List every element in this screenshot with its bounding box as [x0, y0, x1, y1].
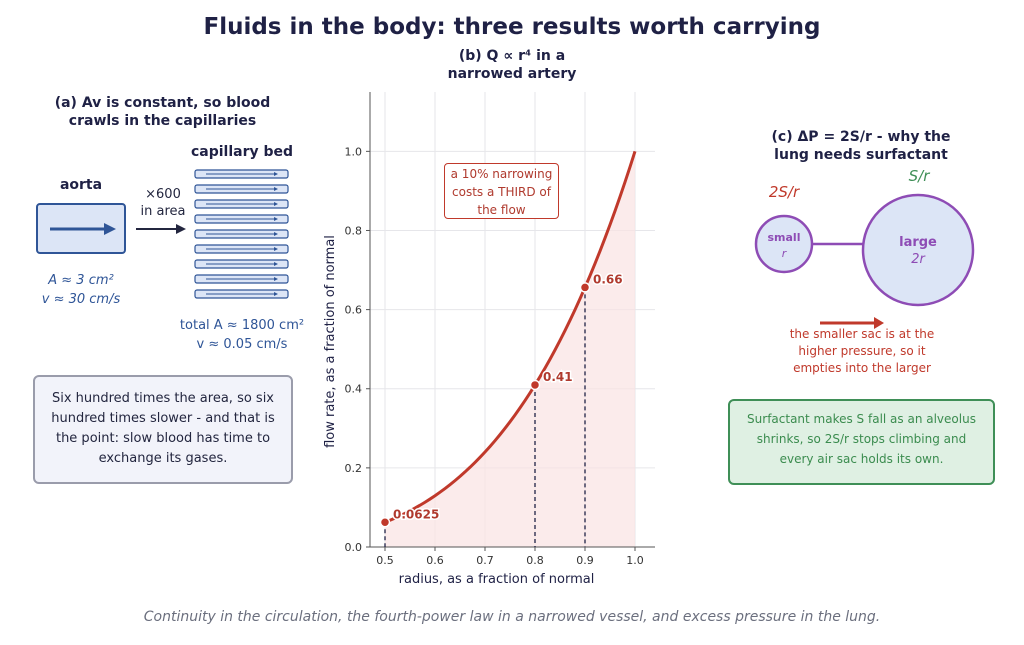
narrowing-annotation: a 10% narrowing costs a THIRD of the flo…: [444, 163, 559, 219]
capillary-arrow-head: [274, 187, 278, 191]
y-tick-label: 1.0: [345, 145, 363, 158]
flow-arrow-head: [874, 317, 884, 329]
panel-c-title: (c) ΔP = 2S/r - why the lung needs surfa…: [740, 128, 982, 164]
small-sac-pressure: 2S/r: [768, 183, 800, 201]
capillary-arrow-head: [274, 247, 278, 251]
capillary-arrow-head: [274, 232, 278, 236]
capillary-area: total A ≈ 1800 cm²: [179, 318, 305, 333]
small-alveolus-label: small: [767, 231, 801, 244]
capillary-speed: v ≈ 0.05 cm/s: [196, 337, 288, 352]
large-alveolus-radius: 2r: [911, 252, 925, 267]
x-tick-label: 0.8: [526, 554, 544, 567]
small-alveolus-labels: small r: [756, 230, 812, 262]
capillary-label: capillary bed: [190, 144, 294, 160]
page-title: Fluids in the body: three results worth …: [203, 14, 821, 40]
x-tick-label: 0.7: [476, 554, 494, 567]
figure-caption: Continuity in the circulation, the fourt…: [143, 609, 881, 625]
x-tick-label: 0.9: [576, 554, 594, 567]
surfactant-note-box: Surfactant makes S fall as an alveolus s…: [728, 399, 995, 485]
large-alveolus: [861, 193, 975, 307]
large-alveolus-labels: large 2r: [880, 234, 956, 268]
panel-b-title-line2: narrowed artery: [447, 66, 577, 82]
marker-point: [579, 282, 591, 293]
panel-a-title: (a) Av is constant, so blood crawls in t…: [30, 94, 295, 130]
narrowing-annotation-text: a 10% narrowing costs a THIRD of the flo…: [450, 167, 553, 217]
flow-radius-chart: 0.0625 0.41 0.66 0.5 0.6 0.7 0.8 0.9 1.0 0.0 0.2 0.…: [323, 92, 655, 587]
x-axis-label: radius, as a fraction of normal: [399, 572, 595, 587]
marker-point: [379, 517, 391, 528]
small-alveolus-radius: r: [781, 247, 787, 260]
panel-b-title: (b) Q ∝ r⁴ in a narrowed artery: [400, 47, 624, 83]
aorta-area: A ≈ 3 cm²: [48, 273, 114, 288]
aorta-flow-arrows: [50, 223, 186, 235]
capillary-arrow-head: [274, 262, 278, 266]
marker-label: 0.66: [593, 272, 623, 286]
x-tick-label: 0.5: [376, 554, 394, 567]
panel-a-title-line1: (a) Av is constant, so blood: [54, 95, 271, 111]
pressure-flow-note: the smaller sac is at the higher pressur…: [789, 327, 935, 375]
alveoli-diagram: [754, 193, 975, 329]
panel-c-title-line2: lung needs surfactant: [774, 147, 948, 163]
capillary-arrow-head: [274, 217, 278, 221]
area-under-curve: [385, 151, 635, 547]
flow-curve: [384, 150, 637, 524]
panel-b-title-line1: (b) Q ∝ r⁴ in a: [458, 48, 566, 64]
area-note-box: Six hundred times the area, so six hundr…: [33, 375, 293, 484]
small-alveolus: [754, 214, 814, 274]
y-tick-label: 0.2: [345, 462, 363, 475]
capillary-arrow-head: [274, 172, 278, 176]
x-tick-label: 1.0: [626, 554, 644, 567]
aorta-label: aorta: [59, 177, 103, 193]
capillary-arrow-head: [274, 202, 278, 206]
multiplier-text: ×600: [145, 187, 181, 202]
x-tick-label: 0.6: [426, 554, 444, 567]
area-note-text: Six hundred times the area, so six hundr…: [51, 391, 275, 466]
y-tick-label: 0.4: [345, 383, 363, 396]
capillary-bed: [194, 169, 289, 299]
marker-label: 0.0625: [393, 507, 439, 521]
y-tick-label: 0.8: [345, 224, 363, 237]
surfactant-note-text: Surfactant makes S fall as an alveolus s…: [747, 412, 976, 466]
aorta-stats: A ≈ 3 cm² v ≈ 30 cm/s: [30, 271, 132, 309]
area-multiplier: ×600 in area: [126, 186, 200, 220]
marker-point: [529, 379, 541, 391]
capillary-stats: total A ≈ 1800 cm² v ≈ 0.05 cm/s: [172, 316, 312, 354]
capillary-arrow-head: [274, 292, 278, 296]
multiplier-sub-text: in area: [140, 204, 186, 219]
large-sac-pressure: S/r: [908, 167, 930, 185]
large-alveolus-label: large: [899, 235, 937, 250]
panel-c-title-line1: (c) ΔP = 2S/r - why the: [771, 129, 951, 145]
y-axis-label: flow rate, as a fraction of normal: [323, 235, 338, 448]
y-tick-label: 0.6: [345, 304, 363, 317]
capillary-arrow-head: [274, 277, 278, 281]
aorta-speed: v ≈ 30 cm/s: [41, 292, 121, 307]
panel-a-title-line2: crawls in the capillaries: [68, 113, 257, 129]
marker-label: 0.41: [543, 370, 573, 384]
y-tick-label: 0.0: [345, 541, 363, 554]
